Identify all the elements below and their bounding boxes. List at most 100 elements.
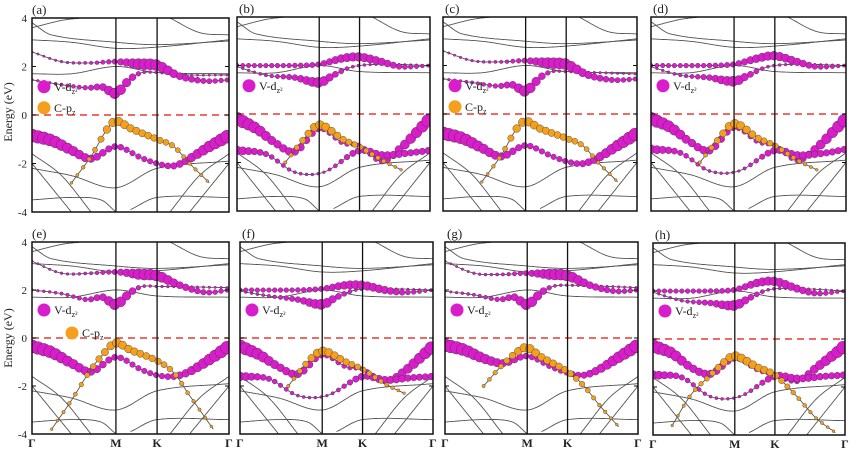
cpz-projection-point — [321, 122, 331, 132]
vd-projection-point — [662, 288, 668, 294]
vd-projection-point — [459, 55, 463, 59]
vd-projection-point — [164, 162, 172, 170]
band-line — [371, 152, 430, 211]
vd-projection-point — [323, 285, 331, 292]
vd-projection-point — [269, 62, 275, 69]
band-line — [787, 377, 845, 435]
vd-projection-point — [626, 76, 632, 83]
vd-projection-point — [349, 149, 357, 157]
vd-projection-point — [59, 82, 64, 87]
cpz-projection-point — [591, 395, 596, 401]
band-line — [240, 289, 433, 299]
band-line — [32, 163, 72, 212]
vd-legend-marker — [37, 80, 51, 94]
vd-projection-point — [286, 62, 292, 69]
vd-projection-point — [135, 153, 142, 160]
vd-projection-point — [719, 171, 723, 175]
plot-area — [32, 18, 229, 212]
vd-projection-point — [298, 171, 303, 176]
legend-name: V-d — [262, 303, 280, 317]
cpz-projection-point — [491, 164, 496, 169]
cpz-projection-point — [573, 375, 580, 382]
cpz-projection-point — [166, 365, 174, 373]
vd-projection-point — [667, 288, 673, 294]
y-axis-label-bottom: Energy (eV) — [1, 308, 15, 367]
cpz-projection-point — [609, 416, 613, 421]
k-point-label: Γ — [441, 436, 449, 450]
vd-projection-point — [674, 297, 678, 302]
vd-projection-point — [627, 72, 631, 76]
cpz-projection-point — [288, 152, 294, 158]
vd-projection-point — [567, 159, 575, 166]
band-line — [653, 386, 692, 435]
vd-projection-point — [42, 54, 46, 58]
cpz-legend-label: C-pz — [54, 101, 76, 117]
vd-projection-point — [512, 271, 517, 277]
cpz-projection-point — [172, 372, 179, 378]
cpz-projection-point — [61, 410, 66, 414]
vd-projection-point — [99, 360, 107, 369]
cpz-projection-point — [55, 418, 60, 423]
vd-projection-point — [249, 287, 255, 293]
cpz-projection-point — [826, 425, 830, 429]
vd-projection-point — [753, 158, 759, 164]
y-tick-label: 2 — [22, 285, 28, 297]
vd-legend-label: V-dz² — [54, 303, 78, 319]
band-line — [237, 17, 286, 28]
vd-projection-point — [427, 373, 433, 380]
vd-projection-point — [720, 397, 724, 401]
vd-projection-point — [338, 68, 345, 75]
cpz-projection-point — [333, 131, 342, 140]
vd-projection-point — [48, 290, 52, 294]
vd-projection-point — [335, 293, 342, 300]
cpz-projection-point — [614, 178, 618, 182]
cpz-projection-point — [50, 427, 54, 431]
panel-label: (f) — [242, 226, 255, 241]
vd-projection-point — [213, 285, 217, 289]
vd-projection-point — [778, 286, 782, 291]
vd-projection-point — [423, 288, 428, 293]
vd-projection-point — [551, 69, 556, 73]
band-line — [443, 38, 637, 49]
vd-projection-point — [322, 170, 326, 174]
vd-legend-marker — [656, 79, 670, 93]
legend-name: V-d — [675, 304, 693, 318]
vd-projection-point — [812, 287, 816, 291]
vd-projection-point — [460, 291, 465, 295]
cpz-projection-point — [197, 407, 202, 412]
vd-projection-point — [545, 70, 551, 76]
cpz-projection-point — [498, 363, 504, 370]
vd-projection-point — [608, 76, 615, 83]
vd-projection-point — [218, 77, 224, 84]
vd-projection-point — [725, 171, 729, 175]
vd-projection-point — [766, 64, 770, 69]
legend-subscript: z — [100, 333, 104, 342]
band-line — [371, 17, 430, 35]
vd-projection-point — [557, 69, 562, 73]
vd-projection-point — [71, 84, 76, 89]
vd-projection-point — [737, 169, 741, 173]
band-line — [240, 376, 299, 434]
legend-subscript: z² — [280, 310, 287, 319]
vd-projection-point — [396, 63, 403, 70]
cpz-projection-point — [820, 421, 824, 425]
legend-subscript: z — [72, 108, 76, 117]
vd-projection-point — [527, 142, 534, 150]
cpz-projection-point — [615, 423, 619, 427]
vd-projection-point — [389, 61, 397, 69]
vd-projection-point — [272, 287, 278, 293]
band-line — [651, 159, 846, 188]
panel-f: (f) Γ M K Γ V-dz² — [236, 226, 437, 450]
vd-projection-point — [622, 72, 625, 75]
vd-projection-point — [188, 285, 196, 293]
vd-projection-point — [42, 289, 46, 293]
vd-projection-point — [71, 61, 76, 65]
cpz-projection-point — [502, 145, 508, 152]
vd-projection-point — [201, 73, 205, 77]
vd-projection-point — [447, 51, 451, 55]
vd-projection-point — [416, 373, 424, 381]
vd-projection-point — [259, 374, 267, 381]
band-line — [653, 264, 845, 274]
vd-legend-marker — [448, 79, 462, 93]
vd-projection-point — [275, 74, 280, 79]
